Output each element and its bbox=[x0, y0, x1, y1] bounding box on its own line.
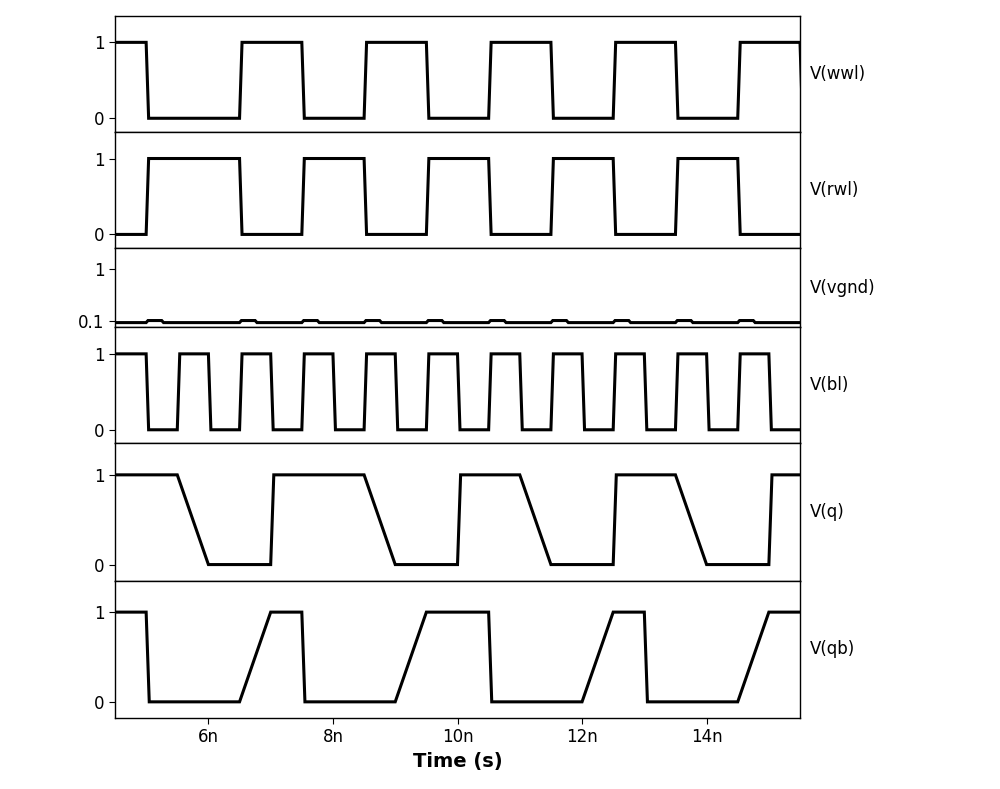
Text: V(rwl): V(rwl) bbox=[810, 181, 860, 199]
X-axis label: Time (s): Time (s) bbox=[413, 752, 502, 771]
Text: V(bl): V(bl) bbox=[810, 376, 850, 394]
Text: V(wwl): V(wwl) bbox=[810, 65, 866, 83]
Text: V(vgnd): V(vgnd) bbox=[810, 279, 876, 297]
Text: V(q): V(q) bbox=[810, 503, 845, 521]
Text: V(qb): V(qb) bbox=[810, 641, 856, 658]
